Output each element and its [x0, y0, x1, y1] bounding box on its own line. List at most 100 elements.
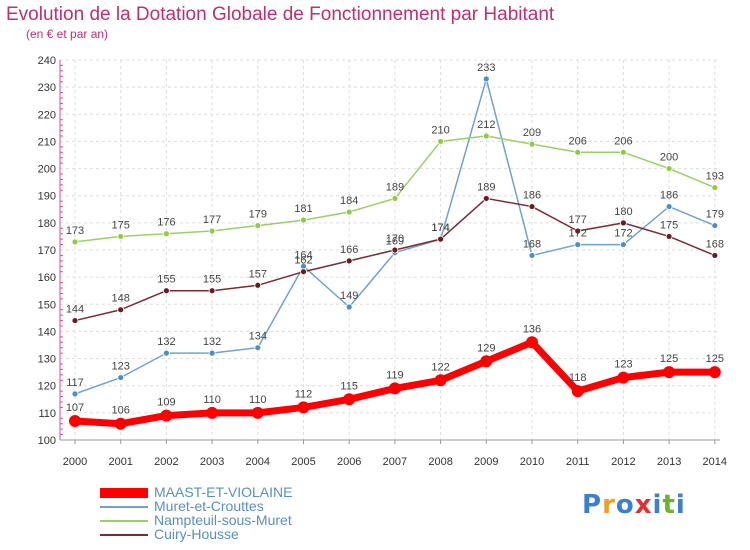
data-label: 179: [706, 209, 724, 221]
data-label: 168: [706, 238, 724, 250]
data-point: [254, 222, 262, 229]
legend-label: Cuiry-Housse: [154, 526, 239, 542]
data-label: 155: [157, 274, 175, 286]
data-point: [434, 374, 447, 387]
data-point: [300, 216, 307, 224]
data-point: [617, 371, 630, 384]
x-tick-label: 2002: [154, 456, 178, 468]
logo-letter: i: [675, 490, 686, 520]
data-point: [711, 184, 719, 191]
data-label: 172: [614, 228, 632, 240]
data-label: 110: [249, 394, 267, 406]
data-point: [71, 317, 79, 324]
data-point: [620, 241, 627, 248]
axis-layer: 100 110 120 130 140 150 160 170 180 190 200 210 220 2…: [38, 55, 727, 468]
logo-letter: o: [615, 490, 635, 520]
y-tick-label: 220: [38, 109, 56, 121]
data-point: [708, 366, 721, 379]
data-point: [345, 208, 353, 216]
x-tick-label: 2001: [108, 456, 132, 468]
data-point: [297, 401, 310, 414]
x-tick-label: 2003: [200, 456, 224, 468]
data-point: [162, 349, 170, 357]
data-label: 175: [112, 219, 130, 231]
data-point: [71, 238, 79, 246]
data-point: [574, 227, 582, 235]
data-label: 172: [569, 228, 587, 240]
x-tick-label: 2012: [611, 456, 635, 468]
data-point: [711, 252, 719, 259]
data-label: 129: [477, 342, 495, 354]
data-label: 136: [523, 323, 541, 335]
data-point: [254, 344, 262, 352]
data-label: 115: [340, 380, 358, 392]
data-point: [300, 268, 307, 276]
grid-layer: [60, 59, 720, 441]
data-label: 122: [431, 361, 449, 373]
data-point: [345, 303, 353, 311]
data-label: 209: [523, 127, 541, 139]
legend-swatch: [100, 520, 148, 522]
data-label: 110: [203, 394, 221, 406]
data-point: [526, 336, 538, 349]
y-tick-label: 190: [38, 191, 56, 203]
x-tick-label: 2010: [520, 456, 544, 468]
legend-swatch: [100, 534, 148, 536]
x-tick-label: 2007: [383, 456, 407, 468]
data-point: [206, 406, 219, 419]
data-point: [665, 203, 673, 210]
data-label: 107: [66, 402, 84, 414]
legend-label: Nampteuil-sous-Muret: [154, 512, 292, 528]
data-point: [162, 230, 170, 238]
data-label: 112: [295, 388, 313, 400]
data-label: 149: [340, 290, 358, 302]
data-label: 144: [66, 304, 84, 316]
x-tick-label: 2000: [63, 456, 87, 468]
data-label: 106: [112, 405, 130, 417]
data-label: 206: [569, 135, 587, 147]
label-layer: 117 123 132 132 134 164 149 169 174 233 168 172 172 1…: [66, 62, 724, 417]
data-point: [114, 417, 127, 430]
data-label: 206: [614, 135, 632, 147]
data-label: 233: [477, 62, 495, 74]
data-label: 132: [203, 336, 221, 348]
data-label: 118: [569, 372, 587, 384]
data-point: [482, 195, 490, 202]
y-tick-label: 170: [38, 245, 56, 257]
y-tick-label: 210: [38, 136, 56, 148]
data-point: [528, 140, 536, 148]
data-label: 176: [157, 217, 175, 229]
data-point: [620, 148, 627, 156]
data-label: 193: [706, 171, 724, 183]
data-label: 186: [660, 190, 678, 202]
data-label: 164: [294, 249, 312, 261]
chart-subtitle: (en € et par an): [26, 27, 109, 41]
data-point: [208, 287, 216, 295]
x-tick-label: 2005: [291, 456, 315, 468]
data-label: 157: [249, 268, 267, 280]
data-label: 155: [203, 274, 221, 286]
logo-letter: t: [662, 490, 676, 520]
data-label: 134: [249, 331, 267, 343]
data-label: 180: [614, 206, 632, 218]
data-label: 123: [614, 359, 632, 371]
data-point: [208, 227, 216, 235]
data-point: [665, 233, 673, 240]
data-point: [528, 203, 536, 210]
data-point: [528, 252, 536, 259]
data-label: 189: [477, 181, 495, 193]
data-label: 210: [431, 124, 449, 136]
data-label: 173: [66, 225, 84, 237]
x-tick-label: 2014: [703, 456, 727, 468]
data-point: [345, 257, 353, 265]
data-point: [574, 148, 582, 156]
data-label: 148: [112, 293, 130, 305]
data-label: 186: [523, 190, 541, 202]
data-label: 109: [157, 397, 175, 409]
data-label: 177: [203, 214, 221, 226]
data-label: 179: [249, 209, 267, 221]
data-point: [254, 281, 262, 289]
x-tick-label: 2009: [474, 456, 498, 468]
data-point: [620, 219, 627, 227]
